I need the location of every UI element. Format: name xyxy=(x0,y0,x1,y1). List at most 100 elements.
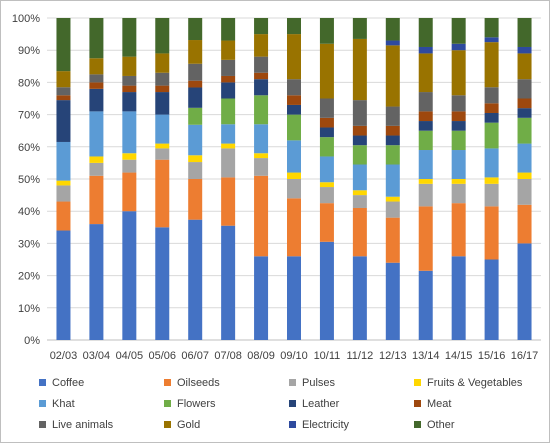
bar-segment xyxy=(188,80,203,88)
bar-segment xyxy=(451,95,466,112)
bar-segment xyxy=(385,18,400,41)
legend-swatch xyxy=(289,379,296,386)
legend-label: Leather xyxy=(302,397,340,410)
x-axis-tick-labels: 02/03 03/04 04/05 05/06 06/07 07/08 08/09 09/10… xyxy=(50,350,539,362)
bar-segment xyxy=(352,38,367,101)
legend-label: Coffee xyxy=(52,376,85,389)
legend-row: Khat Flowers Leather Meat xyxy=(39,393,539,414)
bar-segment xyxy=(484,112,499,123)
bar-segment xyxy=(122,172,137,212)
legend-item: Fruits & Vegetables xyxy=(414,377,539,389)
bar-segment xyxy=(517,172,532,179)
bar-segment xyxy=(89,175,104,225)
bar-segment xyxy=(221,82,236,99)
legend-swatch xyxy=(164,400,171,407)
bar-segment xyxy=(451,43,466,51)
bar-segment xyxy=(122,153,137,160)
bar-segment xyxy=(122,111,137,154)
bar-segment xyxy=(188,107,203,125)
bar-segment xyxy=(254,18,269,35)
bar-segment xyxy=(221,124,236,144)
bar-segment xyxy=(254,72,269,80)
bar-segment xyxy=(451,179,466,184)
x-tick-label: 04/05 xyxy=(116,350,144,362)
x-tick-label: 14/15 xyxy=(445,350,473,362)
bar-segment xyxy=(319,98,334,118)
y-tick-label: 10% xyxy=(18,303,40,315)
bar-segment xyxy=(385,40,400,46)
y-tick-label: 20% xyxy=(18,271,40,283)
bar-segment xyxy=(517,243,532,340)
legend-swatch xyxy=(39,400,46,407)
legend-label: Electricity xyxy=(302,418,350,431)
bar-segment xyxy=(352,125,367,136)
legend-label: Fruits & Vegetables xyxy=(427,376,523,389)
bar-segment xyxy=(451,50,466,96)
bar-segment xyxy=(221,75,236,83)
y-tick-label: 30% xyxy=(18,238,40,250)
bar-segment xyxy=(221,177,236,226)
bar-segment xyxy=(517,108,532,118)
bar-segment xyxy=(221,148,236,178)
bar-segment xyxy=(56,185,71,202)
legend-row: Coffee Oilseeds Pulses Fruits & Vegetables xyxy=(39,372,539,393)
bar-segment xyxy=(155,85,170,93)
legend-item: Gold xyxy=(164,419,289,431)
bar-segment xyxy=(385,201,400,218)
bar-segment xyxy=(484,42,499,88)
bar-segment xyxy=(254,256,269,340)
bar-segment xyxy=(287,114,301,141)
bar-segment xyxy=(451,183,466,204)
y-tick-label: 70% xyxy=(18,110,40,122)
y-tick-label: 40% xyxy=(18,206,40,218)
bar-segment xyxy=(319,18,334,44)
bar-segment xyxy=(385,135,400,146)
bar-segment xyxy=(56,18,71,72)
bar-segment xyxy=(287,198,301,257)
bar-segment xyxy=(188,219,203,340)
legend-label: Pulses xyxy=(302,376,336,389)
bar-segment xyxy=(319,241,334,340)
bar-segment xyxy=(155,92,170,115)
legend-swatch xyxy=(414,379,421,386)
bar-segment xyxy=(122,18,137,57)
legend-label: Khat xyxy=(52,397,75,410)
bar-segment xyxy=(451,150,466,179)
bar-segment xyxy=(56,201,71,231)
bar-segment xyxy=(352,145,367,165)
bar-segment xyxy=(319,43,334,99)
y-tick-label: 50% xyxy=(18,174,40,186)
bar-segment xyxy=(188,87,203,108)
bar-segment xyxy=(517,18,532,47)
bar-segment xyxy=(451,203,466,257)
legend-row: Live animals Gold Electricity Other xyxy=(39,414,539,435)
x-tick-label: 02/03 xyxy=(50,350,78,362)
bar-segment xyxy=(188,63,203,81)
bar-segment xyxy=(517,143,532,173)
bar-segment xyxy=(517,117,532,144)
bar-segment xyxy=(188,124,203,156)
bar-segment xyxy=(418,270,433,340)
x-tick-label: 13/14 xyxy=(412,350,440,362)
bar-segment xyxy=(517,46,532,54)
bar-segment xyxy=(418,150,433,179)
bar-segment xyxy=(418,46,433,54)
bar-segment xyxy=(155,159,170,228)
legend-swatch xyxy=(164,379,171,386)
bar-segment xyxy=(155,148,170,160)
legend-label: Gold xyxy=(177,418,201,431)
legend-swatch xyxy=(39,379,46,386)
x-tick-label: 11/12 xyxy=(347,350,374,362)
bar-segment xyxy=(221,59,236,76)
bar-segment xyxy=(89,58,104,75)
bar-segment xyxy=(122,92,137,112)
y-tick-label: 60% xyxy=(18,142,40,154)
bar-segment xyxy=(221,18,236,41)
bar-segment xyxy=(287,179,301,199)
bar-segment xyxy=(188,179,203,220)
legend-swatch xyxy=(414,400,421,407)
x-tick-label: 12/13 xyxy=(379,350,407,362)
bar-segment xyxy=(517,204,532,244)
bar-segment xyxy=(385,164,400,197)
